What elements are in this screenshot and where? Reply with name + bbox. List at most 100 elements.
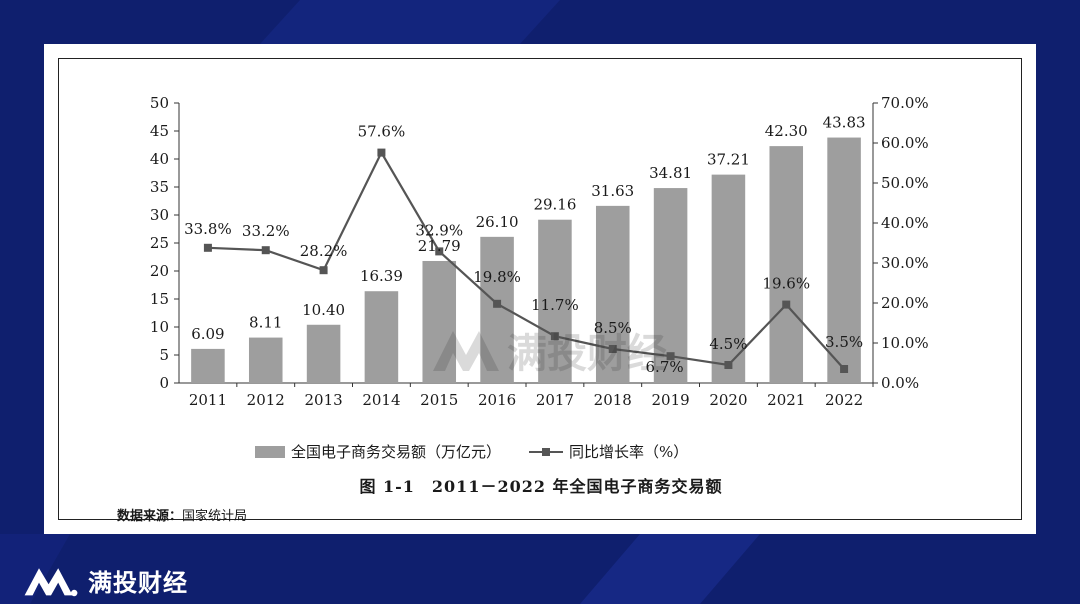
x-tick-label: 2013 — [304, 391, 342, 409]
bar — [191, 348, 225, 383]
bar — [711, 174, 746, 383]
legend-bar-swatch — [255, 445, 285, 458]
legend-line-label: 同比增长率（%） — [569, 443, 689, 461]
y-left-tick-label: 40 — [150, 150, 169, 168]
y-left-tick-label: 5 — [159, 346, 169, 364]
bar — [653, 188, 688, 383]
chart-frame: 0 5 10 15 20 25 30 35 40 45 50 0.0% 10.0% 20.0% 30.0% 4… — [58, 58, 1022, 524]
bar-value-label: 8.11 — [249, 314, 282, 332]
brand: 满投财经 — [22, 563, 188, 598]
bar-value-label: 26.10 — [476, 213, 519, 231]
y-right-tick-label: 0.0% — [881, 374, 919, 392]
bar — [422, 260, 457, 383]
bar — [306, 324, 341, 383]
y-right-tick-label: 50.0% — [881, 174, 929, 192]
bar-value-label: 31.63 — [591, 182, 634, 200]
y-left-tick-label: 50 — [150, 94, 169, 112]
chart-caption: 图 1-1 2011－2022 年全国电子商务交易额 — [359, 477, 723, 496]
legend-item-line: 同比增长率（%） — [529, 441, 688, 462]
line-value-label: 8.5% — [594, 319, 632, 337]
bar-value-label: 6.09 — [191, 325, 224, 343]
line-point — [377, 148, 386, 157]
y-right-tick-label: 70.0% — [881, 94, 929, 112]
line-value-label: 19.8% — [473, 268, 521, 286]
data-labels: 6.09 8.11 10.40 16.39 21.79 26.10 29.16 31.63 34… — [184, 114, 865, 377]
line-value-label: 4.5% — [709, 335, 747, 353]
y-right-tick-label: 60.0% — [881, 134, 929, 152]
data-source-label: 数据来源： — [117, 509, 183, 524]
line-point — [608, 345, 617, 353]
bar-value-label: 42.30 — [765, 122, 808, 140]
y-left-tick-label: 35 — [150, 178, 169, 196]
line-value-label: 11.7% — [531, 296, 579, 314]
y-left-tick-label: 15 — [150, 290, 169, 308]
growth-line — [207, 150, 845, 370]
brand-name: 满投财经 — [88, 569, 188, 597]
line-value-label: 6.7% — [646, 358, 684, 376]
line-value-label: 32.9% — [415, 221, 463, 239]
line-point — [493, 299, 502, 308]
brand-logo-icon — [24, 567, 78, 596]
legend-line-swatch — [529, 446, 564, 458]
line-point — [666, 352, 675, 361]
bar — [769, 146, 804, 383]
chart-card: 0 5 10 15 20 25 30 35 40 45 50 0.0% 10.0% 20.0% 30.0% 4… — [44, 44, 1036, 534]
line-point — [203, 243, 212, 252]
legend-bar-label: 全国电子商务交易额（万亿元） — [291, 443, 502, 461]
y-right-tick-label: 10.0% — [881, 334, 929, 352]
line-point — [435, 247, 444, 256]
line-series — [203, 148, 849, 373]
combo-chart: 0 5 10 15 20 25 30 35 40 45 50 0.0% 10.0% 20.0% 30.0% 4… — [150, 94, 929, 409]
line-point — [782, 300, 791, 309]
x-tick-label: 2020 — [709, 391, 747, 409]
line-value-label: 28.2% — [300, 242, 348, 260]
y-left-tick-label: 30 — [150, 206, 169, 224]
y-left-tick-label: 45 — [150, 122, 169, 140]
y-left-tick-label: 20 — [150, 262, 169, 280]
bar-value-label: 29.16 — [533, 196, 576, 214]
x-tick-label: 2021 — [767, 391, 805, 409]
bar — [248, 337, 283, 383]
y-left-tick-label: 0 — [159, 374, 169, 392]
legend-item-bar: 全国电子商务交易额（万亿元） — [255, 441, 501, 462]
x-tick-label: 2019 — [651, 391, 689, 409]
bar-value-label: 34.81 — [649, 164, 692, 182]
bar-value-label: 21.79 — [418, 237, 461, 255]
y-left-tick-label: 25 — [150, 234, 169, 252]
x-tick-label: 2015 — [420, 391, 458, 409]
line-value-label: 33.2% — [242, 222, 290, 240]
chart-axes: 0 5 10 15 20 25 30 35 40 45 50 0.0% 10.0% 20.0% 30.0% 4… — [150, 94, 929, 409]
bar-value-label: 37.21 — [707, 151, 750, 169]
data-source-text: 国家统计局 — [182, 509, 248, 524]
bar — [364, 291, 399, 383]
bar — [827, 137, 861, 383]
x-tick-label: 2014 — [362, 391, 400, 409]
bar-value-label: 10.40 — [302, 301, 345, 319]
chart-legend: 全国电子商务交易额（万亿元） 同比增长率（%） — [255, 441, 688, 462]
line-point — [261, 246, 270, 255]
x-tick-label: 2018 — [594, 391, 632, 409]
y-right-tick-label: 40.0% — [881, 214, 929, 232]
bar-series — [191, 137, 861, 383]
x-tick-label: 2022 — [825, 391, 863, 409]
y-right-tick-label: 20.0% — [881, 294, 929, 312]
line-point — [550, 332, 559, 341]
line-value-label: 3.5% — [825, 333, 863, 351]
bar — [538, 219, 572, 383]
data-source: 数据来源：国家统计局 — [117, 505, 247, 524]
line-value-label: 33.8% — [184, 220, 232, 238]
bar — [595, 205, 630, 383]
x-tick-label: 2011 — [189, 391, 227, 409]
x-tick-label: 2016 — [478, 391, 516, 409]
line-point — [840, 365, 849, 373]
x-tick-label: 2017 — [536, 391, 574, 409]
line-value-label: 57.6% — [358, 123, 406, 141]
bar-value-label: 16.39 — [360, 267, 403, 285]
y-left-tick-label: 10 — [150, 318, 169, 336]
line-point — [319, 266, 328, 275]
bar-value-label: 43.83 — [823, 114, 866, 132]
x-tick-label: 2012 — [247, 391, 285, 409]
line-point — [724, 361, 733, 369]
y-right-tick-label: 30.0% — [881, 254, 929, 272]
